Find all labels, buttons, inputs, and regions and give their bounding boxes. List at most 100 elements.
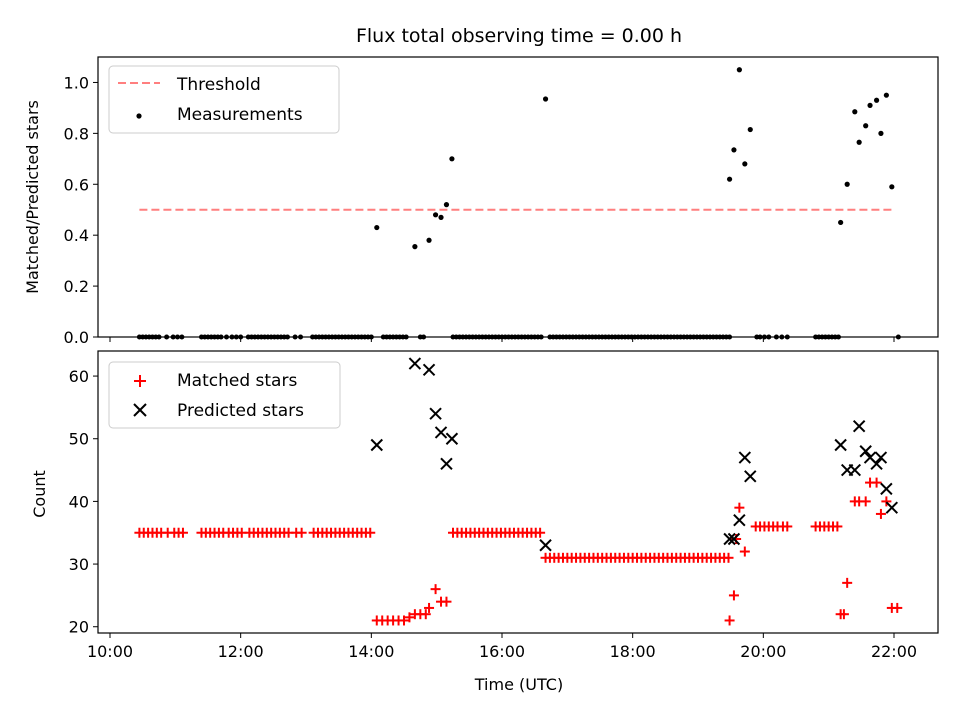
predicted-star-point	[744, 470, 757, 483]
measurement-point	[731, 147, 737, 153]
matched-star-point	[441, 596, 452, 607]
predicted-star-point	[880, 482, 893, 496]
matched-star-point	[739, 546, 750, 557]
predicted-star-marker-b	[440, 457, 453, 471]
matched-star-point	[399, 615, 409, 626]
predicted-legend-label: Predicted stars	[177, 401, 304, 421]
bottom-y-tick-label: 50	[69, 430, 89, 449]
chart-title: Flux total observing time = 0.00 h	[356, 25, 682, 47]
matched-star-point	[365, 527, 376, 538]
matched-star-point	[892, 602, 903, 613]
predicted-star-point	[738, 451, 752, 464]
measurement-point	[867, 102, 873, 108]
measurement-point	[883, 92, 889, 98]
predicted-star-point	[440, 457, 453, 471]
bottom-axes-frame	[97, 350, 939, 634]
measurement-point	[742, 161, 748, 167]
measurement-point	[542, 96, 549, 102]
predicted-star-point	[852, 419, 866, 433]
predicted-star-point	[859, 445, 872, 458]
predicted-star-marker-b	[885, 501, 899, 514]
bottom-y-tick-label: 40	[69, 492, 89, 511]
predicted-star-marker-b	[445, 432, 459, 445]
predicted-star-marker-b	[859, 445, 872, 458]
measurement-point	[873, 97, 880, 103]
predicted-star-marker-b	[738, 451, 752, 464]
measurements-legend-label: Measurements	[177, 105, 303, 125]
predicted-star-point	[848, 463, 862, 477]
predicted-legend-swatch	[133, 403, 147, 417]
top-legend-box	[108, 65, 340, 134]
predicted-star-point	[874, 451, 888, 464]
matched-star-point	[723, 552, 734, 563]
bottom-x-tick-label: 10:00	[87, 642, 133, 661]
top-x-ticks	[109, 337, 895, 342]
measurement-point	[863, 123, 869, 129]
top-y-tick-label: 0.2	[64, 277, 89, 296]
predicted-star-point	[723, 532, 736, 546]
measurements-legend-swatch	[136, 113, 142, 119]
measurement-point	[374, 224, 380, 231]
matched-star-point	[875, 508, 886, 519]
top-y-tick-label: 0.4	[64, 226, 89, 245]
measurement-point	[889, 184, 895, 190]
predicted-star-point	[422, 363, 436, 377]
bottom-x-tick-label: 12:00	[218, 642, 264, 661]
matched-star-point	[734, 502, 745, 513]
bottom-y-axis-label: Count	[30, 470, 49, 518]
predicted-star-point	[885, 501, 899, 514]
top-y-tick-label: 0.0	[64, 328, 89, 347]
bottom-x-tick-label: 22:00	[871, 642, 917, 661]
bottom-x-tick-label: 16:00	[479, 642, 525, 661]
bottom-x-tick-label: 18:00	[610, 642, 656, 661]
matched-star-point	[860, 496, 871, 507]
bottom-x-ticks: 10:00 12:00 14:00 16:00 18:00 20:00 22:00	[87, 633, 917, 661]
matched-star-point	[535, 527, 546, 538]
matched-star-point	[728, 590, 739, 601]
matched-star-point	[842, 577, 853, 588]
threshold-legend-label: Threshold	[176, 75, 261, 95]
matched-star-point	[424, 602, 435, 613]
measurement-point	[844, 181, 850, 187]
predicted-star-marker-b	[727, 532, 741, 546]
matched-star-point	[404, 612, 415, 623]
top-y-axis-label: Matched/Predicted stars	[23, 100, 42, 294]
predicted-star-point	[408, 357, 422, 370]
predicted-star-point	[539, 539, 552, 552]
bottom-y-tick-label: 30	[69, 555, 89, 574]
measurement-point	[747, 126, 753, 133]
measurement-point	[426, 237, 432, 243]
top-panel: 0.0 0.2 0.4 0.6 0.8 1.0 Matched/Predicted sta…	[23, 56, 939, 347]
matched-star-point	[838, 609, 849, 620]
predicted-star-marker-b	[874, 451, 888, 464]
top-y-tick-label: 0.8	[64, 124, 89, 143]
predicted-star-marker-b	[723, 532, 736, 546]
predicted-star-marker-b	[429, 407, 442, 420]
predicted-star-marker-b	[870, 457, 883, 471]
matched-legend-label: Matched stars	[177, 371, 297, 391]
matched-star-point	[724, 615, 735, 626]
bottom-plot-area	[134, 357, 903, 626]
matched-star-point	[881, 496, 892, 507]
measurement-point	[443, 202, 450, 208]
predicted-star-point	[870, 457, 883, 471]
predicted-star-marker-b	[863, 451, 877, 464]
predicted-star-point	[733, 513, 746, 527]
measurement-point	[736, 67, 742, 73]
measurement-point	[412, 244, 418, 250]
predicted-star-marker-b	[733, 513, 746, 527]
matched-star-point	[430, 584, 441, 595]
predicted-star-point	[834, 438, 847, 452]
measurement-point	[726, 176, 733, 182]
measurement-point	[449, 156, 455, 162]
matched-star-point	[177, 527, 188, 538]
bottom-y-ticks: 20 30 40 50 60	[69, 367, 98, 637]
top-legend: Threshold Measurements	[108, 65, 340, 134]
predicted-star-marker-b	[539, 539, 552, 552]
predicted-star-marker-b	[434, 426, 448, 439]
matched-legend-swatch	[134, 375, 146, 387]
bottom-legend-box	[108, 361, 341, 429]
predicted-star-marker-b	[370, 438, 383, 452]
measurement-point	[838, 219, 844, 226]
